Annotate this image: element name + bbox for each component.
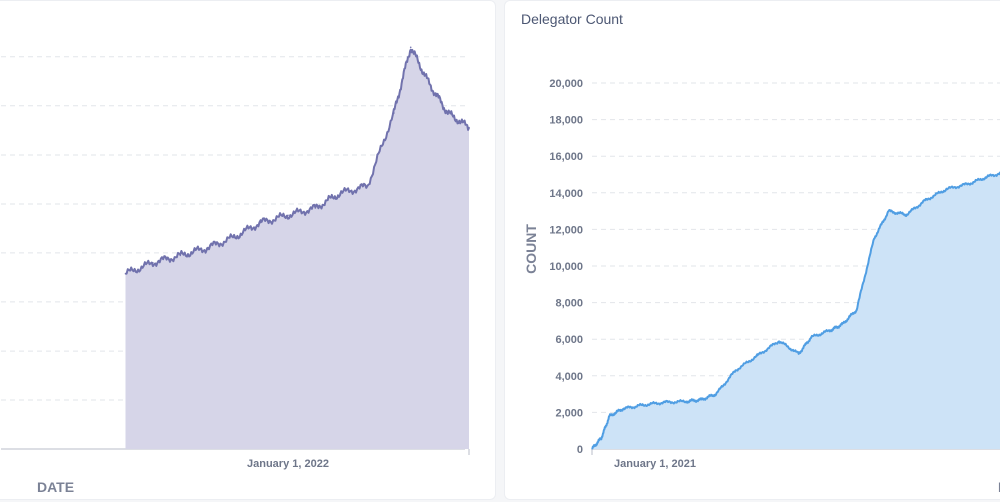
left-chart-data-point bbox=[152, 261, 154, 264]
left-chart-data-point bbox=[447, 112, 449, 114]
delegator-count-title[interactable]: Delegator Count bbox=[521, 11, 623, 27]
left-chart-data-point bbox=[366, 185, 369, 187]
delegator-chart-data-point bbox=[778, 340, 780, 342]
delegator-chart-data-point bbox=[622, 407, 624, 410]
delegator-chart-data-point bbox=[641, 404, 644, 406]
left-chart-x-axis-title: DATE bbox=[37, 479, 74, 495]
delegator-x-tick-label: January 1, 2021 bbox=[614, 458, 696, 470]
left-chart-data-point bbox=[428, 82, 431, 85]
delegator-chart-data-point bbox=[829, 329, 832, 331]
left-chart-data-point bbox=[179, 254, 182, 257]
delegator-chart-data-point bbox=[855, 309, 858, 311]
delegator-y-tick-label: 16,000 bbox=[549, 151, 583, 163]
delegator-chart-data-point bbox=[810, 336, 812, 339]
delegator-y-tick-label: 4,000 bbox=[555, 371, 583, 383]
delegator-chart-data-point bbox=[700, 398, 703, 401]
left-chart-data-point bbox=[393, 112, 395, 114]
delegator-y-tick-label: 6,000 bbox=[555, 334, 583, 346]
delegator-chart-data-point bbox=[756, 354, 759, 357]
delegator-chart-data-point bbox=[905, 213, 907, 216]
left-chart-x-tick-label: January 1, 2022 bbox=[247, 458, 329, 470]
delegator-chart-data-point bbox=[968, 182, 970, 185]
delegator-chart-data-point bbox=[988, 175, 990, 178]
delegator-y-tick-label: 2,000 bbox=[555, 407, 583, 419]
delegator-chart-data-point bbox=[841, 323, 843, 326]
delegator-count-card: Delegator Count 0 2,000 4,000 6,000 8,000 10,… bbox=[504, 0, 1000, 500]
left-chart-area-fill bbox=[125, 49, 469, 449]
delegator-count-svg: 0 2,000 4,000 6,000 8,000 10,000 12,000 14,000 1… bbox=[523, 78, 1000, 495]
delegator-chart-data-point bbox=[797, 353, 800, 355]
delegator-chart-data-point bbox=[663, 401, 666, 404]
left-chart-svg: January 1, 2022 DATE bbox=[1, 46, 470, 495]
delegator-x-axis-title: DATE bbox=[998, 479, 1000, 495]
left-chart-card: January 1, 2022 DATE bbox=[0, 0, 496, 500]
delegator-y-tick-label: 10,000 bbox=[549, 261, 583, 273]
delegator-y-tick-label: 14,000 bbox=[549, 188, 583, 200]
left-chart-data-point bbox=[468, 126, 470, 129]
delegator-y-tick-label: 12,000 bbox=[549, 224, 583, 236]
delegator-chart-data-point bbox=[924, 199, 927, 201]
delegator-y-tick-label: 0 bbox=[577, 444, 583, 456]
delegator-chart-data-point bbox=[686, 400, 688, 403]
delegator-chart-data-point bbox=[608, 415, 611, 417]
left-chart-data-point bbox=[205, 247, 208, 249]
left-chart-data-point bbox=[259, 221, 262, 224]
left-chart-data-point bbox=[409, 46, 412, 49]
left-chart-data-point bbox=[287, 214, 289, 217]
left-chart-data-point bbox=[339, 192, 341, 195]
delegator-y-tick-label: 20,000 bbox=[549, 78, 583, 90]
delegator-chart-data-point bbox=[945, 188, 948, 190]
delegator-chart-data-point bbox=[887, 210, 890, 212]
left-chart-data-point bbox=[233, 236, 235, 238]
left-chart-data-point bbox=[314, 207, 317, 209]
delegator-chart-data-point bbox=[734, 369, 737, 372]
left-chart-data-point bbox=[124, 272, 127, 275]
delegator-chart-area-fill bbox=[592, 172, 1000, 449]
delegator-chart-data-point bbox=[873, 237, 875, 240]
delegator-y-tick-label: 18,000 bbox=[549, 115, 583, 127]
delegator-chart-data-point bbox=[715, 393, 717, 395]
delegator-y-axis-title: COUNT bbox=[523, 224, 539, 274]
delegator-y-tick-label: 8,000 bbox=[555, 298, 583, 310]
delegator-chart-data-point bbox=[600, 437, 603, 439]
